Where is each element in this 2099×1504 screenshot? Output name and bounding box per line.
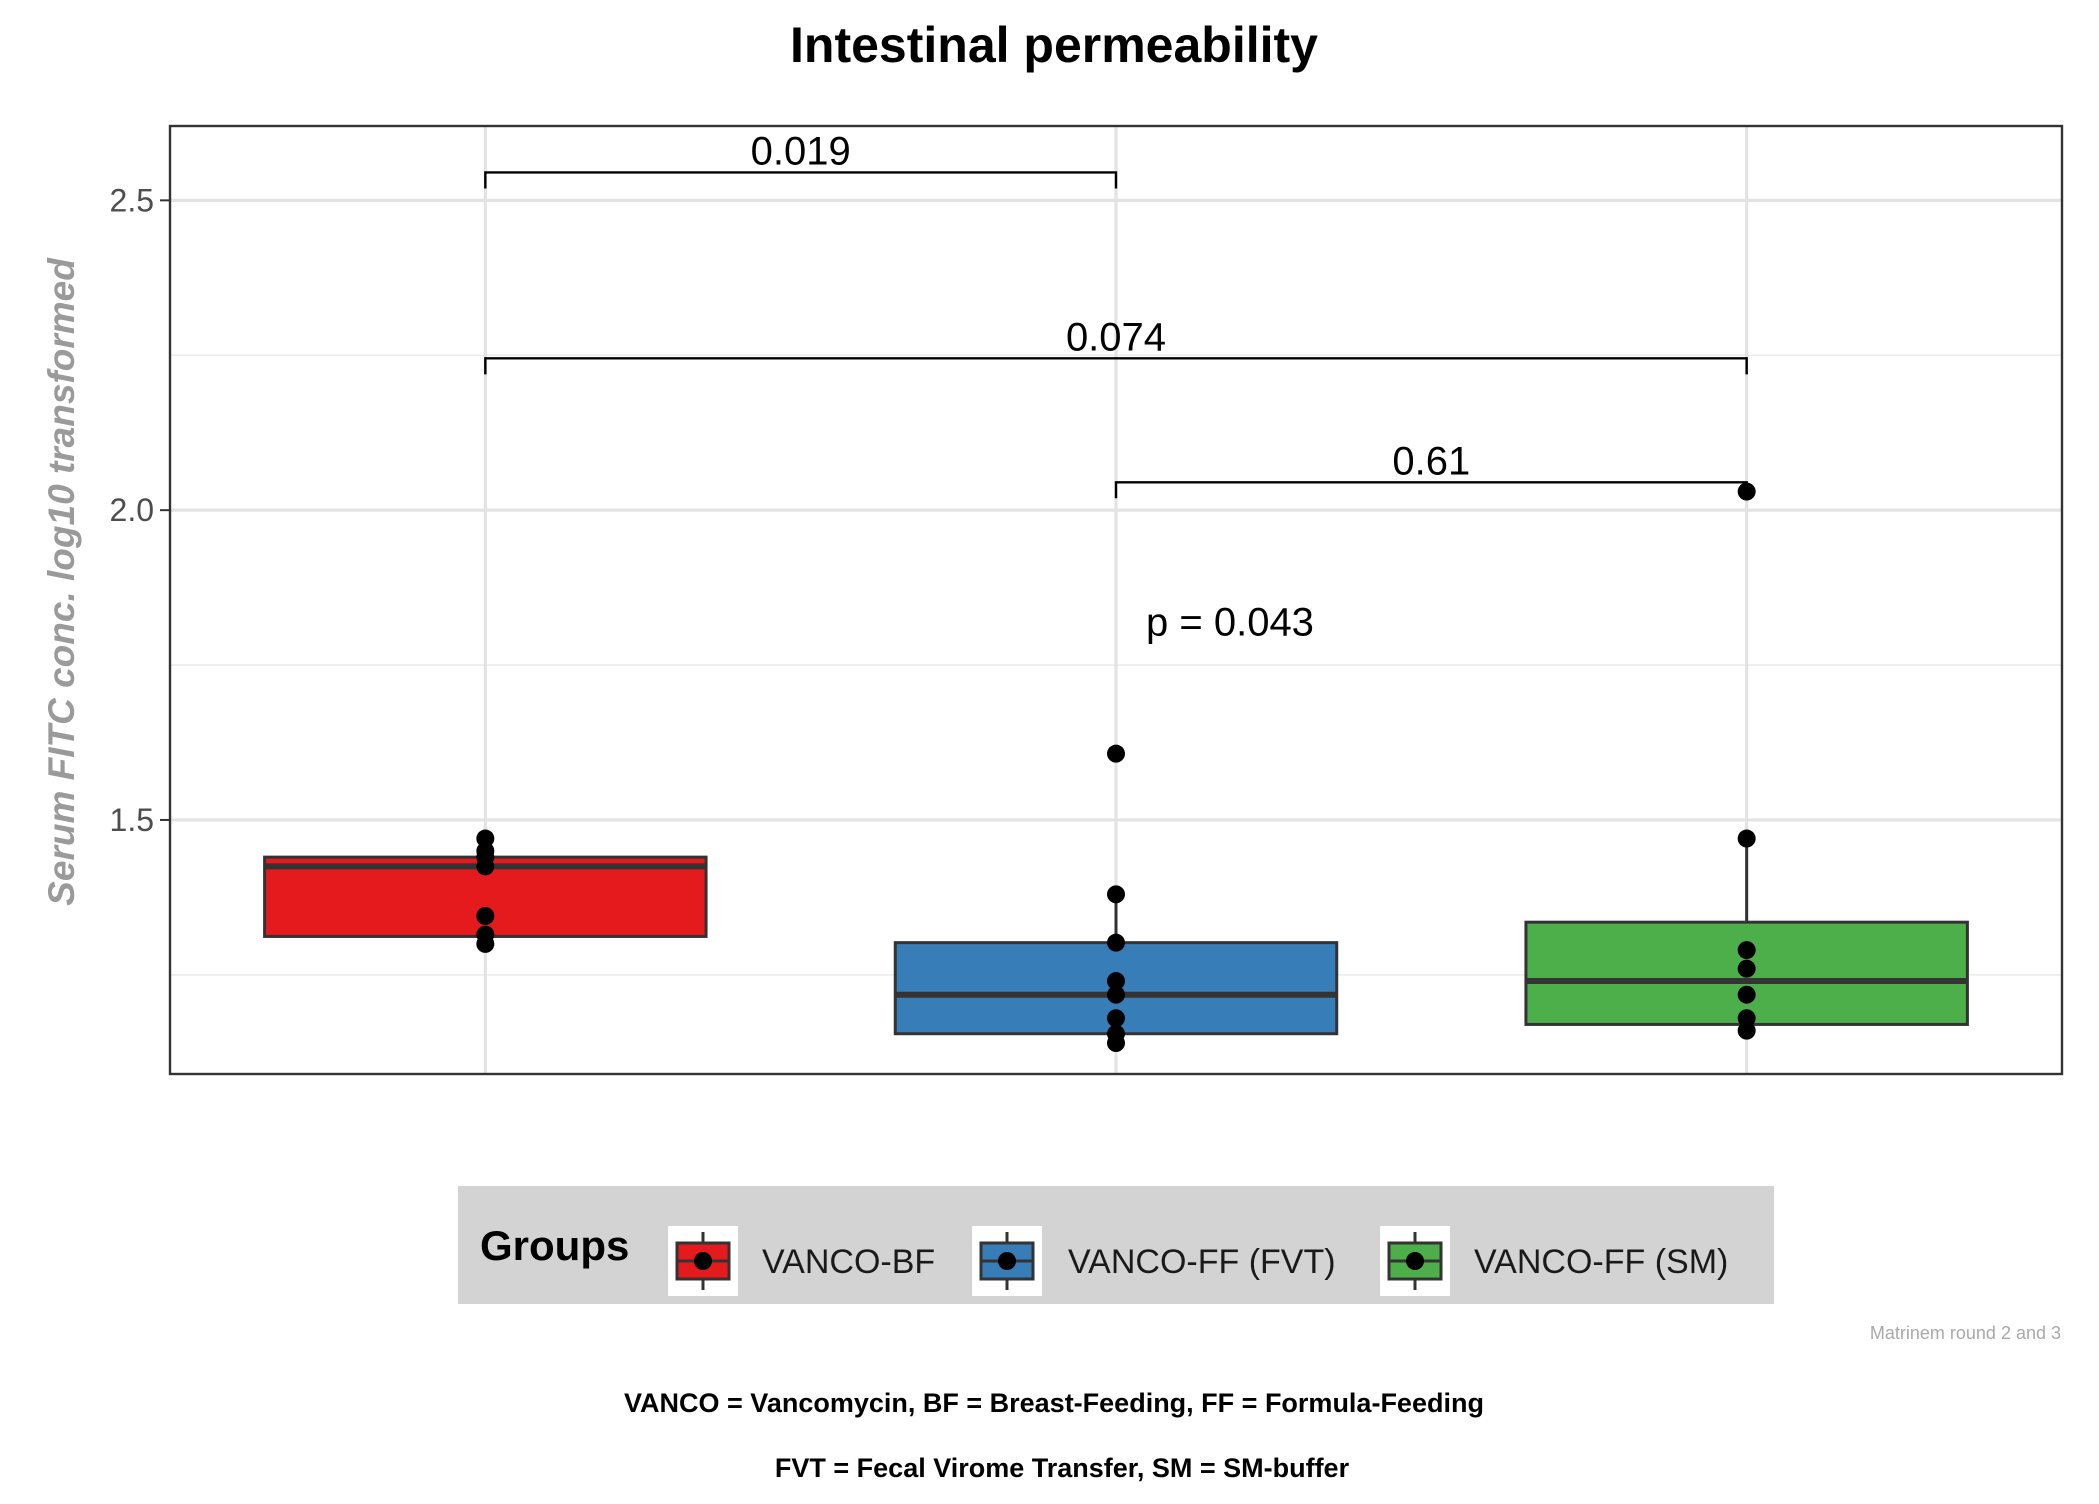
panel-border: [168, 124, 2064, 1076]
plot-area: 1.5 2.0 2.5 0.019 0.074 0.61 p = 0.043: [110, 124, 2064, 1076]
data-point: [1737, 829, 1756, 848]
legend-label: VANCO-FF (SM): [1474, 1243, 1728, 1281]
y-axis-label: Serum FITC conc. log10 transformed: [41, 257, 82, 906]
data-point: [476, 907, 495, 925]
comparison-bracket: [484, 357, 1748, 375]
data-point: [1737, 1021, 1756, 1040]
data-point: [476, 934, 495, 953]
legend-label: VANCO-BF: [762, 1243, 935, 1281]
y-tick-label: 2.5: [110, 182, 154, 218]
data-point: [1107, 933, 1125, 952]
chart-title: Intestinal permeability: [790, 17, 1318, 73]
data-point: [476, 857, 495, 876]
data-point: [1107, 1034, 1125, 1053]
legend-key-point: [1406, 1252, 1424, 1270]
data-point: [1737, 959, 1756, 978]
data-point: [1107, 1009, 1125, 1028]
global-test-label: p = 0.043: [1146, 601, 1314, 645]
footnote-line-1: VANCO = Vancomycin, BF = Breast-Feeding,…: [624, 1388, 1484, 1418]
comparison-bracket: [1114, 481, 1748, 499]
comparison-p-value: 0.019: [751, 129, 851, 173]
comparison-bracket: [484, 171, 1118, 189]
comparison-p-value: 0.61: [1392, 439, 1470, 483]
data-point: [1107, 885, 1125, 904]
y-tick-label: 2.0: [110, 492, 154, 528]
data-point: [1107, 744, 1125, 763]
legend: Groups VANCO-BF VANCO-FF (FVT) VANCO-FF (S…: [458, 1186, 1774, 1304]
data-point: [1737, 1009, 1756, 1028]
comparison-p-value: 0.074: [1066, 315, 1166, 359]
legend-title: Groups: [480, 1222, 629, 1269]
legend-label: VANCO-FF (FVT): [1068, 1243, 1336, 1281]
footnote-line-2: FVT = Fecal Virome Transfer, SM = SM-buf…: [775, 1453, 1350, 1483]
data-point: [476, 829, 495, 848]
data-point: [1737, 941, 1756, 960]
caption: Matrinem round 2 and 3: [1870, 1323, 2061, 1343]
data-point: [1107, 985, 1125, 1004]
y-tick-label: 1.5: [110, 802, 154, 838]
legend-key-point: [998, 1252, 1016, 1270]
data-point: [1737, 985, 1756, 1004]
legend-key-point: [694, 1252, 712, 1270]
data-point: [1107, 972, 1125, 991]
